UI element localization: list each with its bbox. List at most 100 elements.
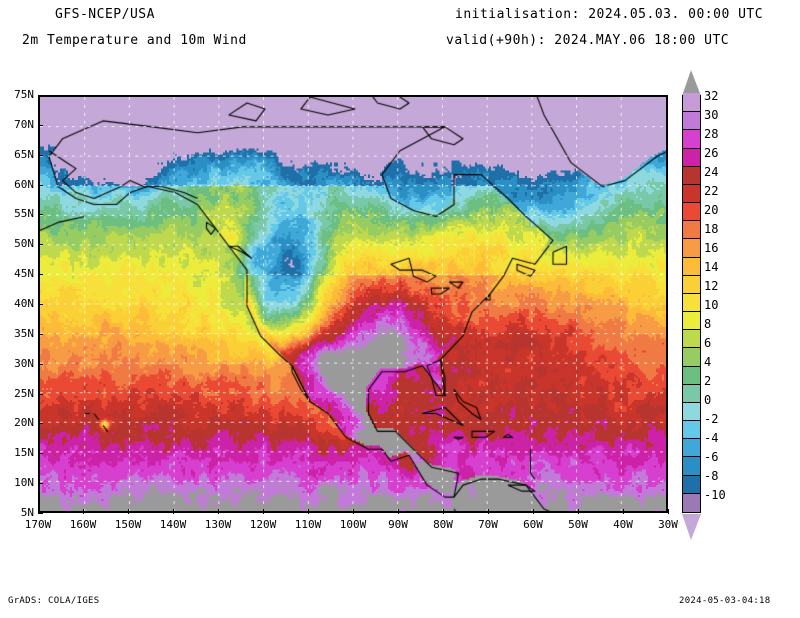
colorbar-separator: [683, 311, 700, 313]
initialisation-time: initialisation: 2024.05.03. 00:00 UTC: [455, 7, 764, 22]
credit-text: GrADS: COLA/IGES: [8, 596, 100, 606]
colorbar-separator: [683, 202, 700, 204]
colorbar-segment: [683, 311, 700, 331]
latitude-tick-mark: [38, 184, 43, 186]
colorbar-tick-label: 10: [704, 297, 719, 312]
latitude-tick-label: 25N: [14, 386, 34, 400]
colorbar-over-arrow-icon: [682, 70, 701, 96]
latitude-tick-mark: [38, 423, 43, 425]
chart-header: GFS-NCEP/USA 2m Temperature and 10m Wind…: [0, 0, 800, 60]
colorbar-separator: [683, 474, 700, 476]
latitude-tick-mark: [38, 244, 43, 246]
longitude-tick-mark: [623, 509, 624, 514]
colorbar-under-arrow-icon: [682, 514, 701, 540]
latitude-tick-mark: [38, 274, 43, 276]
colorbar-separator: [683, 365, 700, 367]
longitude-tick-mark: [353, 509, 354, 514]
colorbar-separator: [683, 347, 700, 349]
colorbar-separator: [683, 383, 700, 385]
latitude-tick-label: 40N: [14, 297, 34, 310]
colorbar-separator: [683, 238, 700, 240]
colorbar-tick-label: 2: [704, 373, 712, 388]
longitude-tick-mark: [443, 509, 444, 514]
latitude-tick-mark: [38, 393, 43, 395]
colorbar-separator: [683, 147, 700, 149]
colorbar-segment: [683, 493, 700, 512]
longitude-tick-label: 60W: [523, 518, 543, 531]
colorbar-tick-label: -2: [704, 411, 719, 426]
latitude-tick-label: 75N: [14, 88, 34, 101]
longitude-tick-label: 120W: [249, 518, 277, 531]
colorbar-separator: [683, 183, 700, 185]
latitude-tick-label: 70N: [14, 117, 34, 131]
colorbar-tick-label: 0: [704, 392, 712, 407]
latitude-tick-mark: [38, 95, 43, 96]
temperature-map-plot: [38, 95, 668, 513]
latitude-tick-mark: [38, 483, 43, 485]
longitude-tick-mark: [668, 509, 669, 514]
colorbar-separator: [683, 401, 700, 403]
longitude-tick-label: 110W: [294, 518, 322, 531]
colorbar-separator: [683, 438, 700, 440]
latitude-tick-mark: [38, 154, 43, 156]
colorbar-separator: [683, 456, 700, 458]
colorbar-separator: [683, 292, 700, 294]
colorbar-separator: [683, 129, 700, 131]
latitude-tick-label: 55N: [14, 207, 34, 221]
longitude-tick-label: 40W: [613, 518, 633, 531]
colorbar-tick-label: 26: [704, 145, 719, 160]
colorbar-segment: [683, 402, 700, 422]
colorbar-tick-label: 12: [704, 278, 719, 293]
colorbar-tick-label: -4: [704, 430, 719, 445]
colorbar-segment: [683, 147, 700, 167]
colorbar-tick-label: -8: [704, 468, 719, 483]
colorbar-segment: [683, 329, 700, 349]
colorbar-separator: [683, 220, 700, 222]
colorbar-separator: [683, 111, 700, 113]
valid-time: valid(+90h): 2024.MAY.06 18:00 UTC: [446, 33, 730, 48]
latitude-tick-label: 45N: [14, 267, 34, 281]
colorbar-segment: [683, 238, 700, 258]
colorbar-segment: [683, 220, 700, 240]
colorbar-segment: [683, 275, 700, 294]
longitude-tick-label: 170W: [24, 518, 52, 531]
latitude-tick-label: 65N: [14, 147, 34, 161]
latitude-tick-label: 60N: [14, 177, 34, 191]
latitude-tick-label: 50N: [14, 237, 34, 251]
colorbar-segment: [683, 111, 700, 131]
longitude-tick-mark: [488, 509, 489, 514]
latitude-tick-mark: [38, 124, 43, 126]
colorbar-segment: [683, 129, 700, 149]
latitude-tick-mark: [38, 453, 43, 455]
latitude-tick-label: 20N: [14, 416, 34, 430]
colorbar-tick-label: 30: [704, 107, 719, 122]
colorbar-segment: [683, 184, 700, 204]
latitude-tick-label: 15N: [14, 446, 34, 460]
colorbar-tick-label: 14: [704, 259, 719, 274]
colorbar-tick-label: 28: [704, 126, 719, 141]
colorbar-segment: [683, 202, 700, 222]
latitude-tick-mark: [38, 214, 43, 216]
colorbar-tick-label: 18: [704, 221, 719, 236]
longitude-tick-label: 90W: [388, 518, 408, 531]
longitude-tick-mark: [398, 509, 399, 514]
render-timestamp: 2024-05-03-04:18: [679, 596, 771, 606]
colorbar-segment: [683, 93, 700, 113]
colorbar-separator: [683, 492, 700, 494]
longitude-tick-label: 150W: [114, 518, 142, 531]
latitude-tick-label: 35N: [14, 326, 34, 340]
longitude-tick-mark: [38, 509, 39, 514]
longitude-tick-mark: [578, 509, 579, 514]
latitude-tick-mark: [38, 513, 43, 514]
coastline-overlay: [40, 97, 666, 511]
colorbar-segment: [683, 256, 700, 276]
colorbar-separator: [683, 274, 700, 276]
colorbar-tick-label: 6: [704, 335, 712, 350]
colorbar-segment: [683, 293, 700, 313]
colorbar-tick-label: 4: [704, 354, 712, 369]
latitude-tick-mark: [38, 333, 43, 335]
longitude-tick-label: 140W: [159, 518, 187, 531]
longitude-tick-label: 130W: [204, 518, 232, 531]
longitude-tick-label: 50W: [568, 518, 588, 531]
latitude-tick-label: 30N: [14, 356, 34, 370]
